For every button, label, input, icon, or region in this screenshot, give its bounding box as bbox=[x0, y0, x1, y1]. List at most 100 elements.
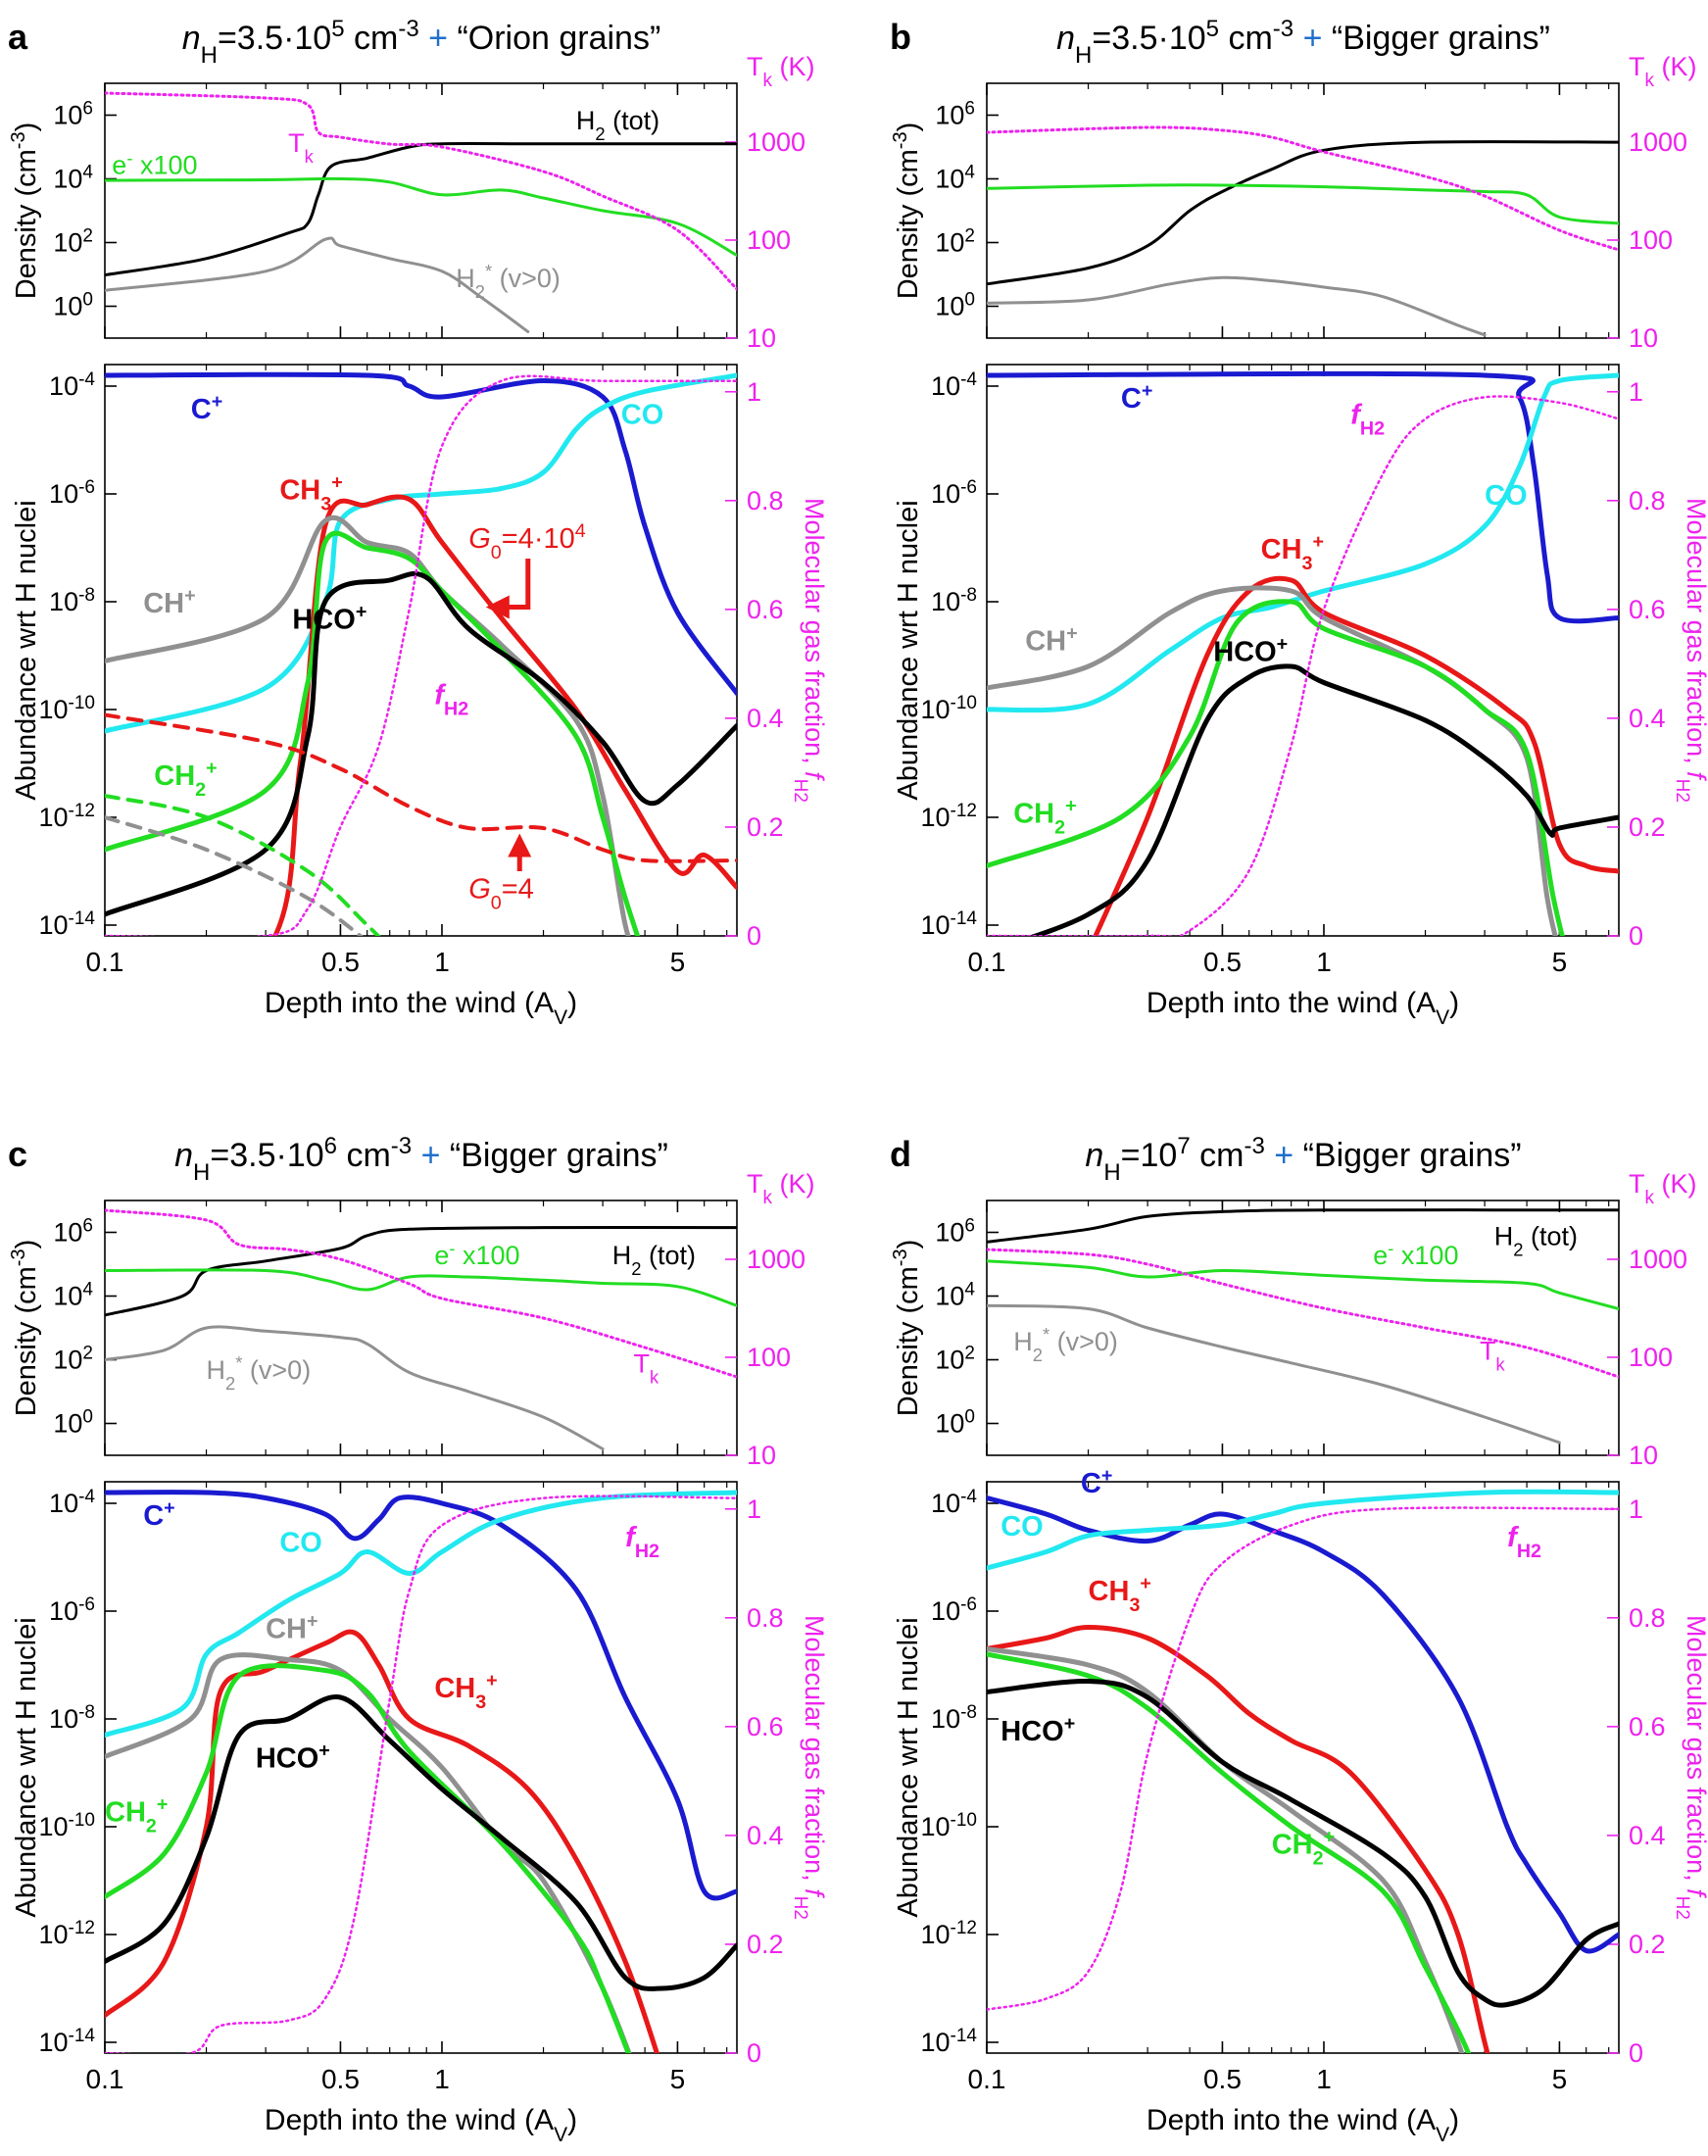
tk-axis-label-right_top_label: T bbox=[1629, 1169, 1645, 1199]
series-label-sup: + bbox=[157, 1794, 169, 1816]
tk-axis-label: Tk (K) bbox=[747, 52, 815, 91]
panel-letter-d: d bbox=[890, 1134, 911, 1174]
series-label: e- x100 bbox=[434, 1238, 519, 1271]
series-label-sub: 2 bbox=[195, 779, 206, 801]
series-label-tail: (tot) bbox=[1523, 1222, 1578, 1251]
panel-title-pre_sub: H bbox=[193, 1159, 210, 1186]
series-label: CH3+ bbox=[1089, 1573, 1151, 1616]
tk-axis-label-right_top_label_sub: k bbox=[1645, 1188, 1655, 1208]
series-label-sup: + bbox=[318, 1740, 330, 1762]
density-tick-label: 106 bbox=[53, 98, 93, 130]
density-tick-base: 10 bbox=[53, 101, 82, 130]
panel-c: c nH=3.5·106 cm-3 + “Bigger grains”0.1 0.5… bbox=[8, 1133, 829, 2146]
fh2-tick-label: 0.6 bbox=[1629, 595, 1666, 624]
abundance-tick-label: 10-6 bbox=[49, 1594, 95, 1627]
series-label: G0=4 bbox=[468, 874, 534, 914]
density-tick-base: 10 bbox=[935, 1218, 964, 1248]
series-label-sub: k bbox=[305, 145, 315, 166]
series-label: HCO+ bbox=[256, 1740, 330, 1775]
series-label: CH2+ bbox=[1272, 1827, 1335, 1870]
series-line-Cplus bbox=[105, 371, 737, 696]
panel-title-unit_sup: -3 bbox=[398, 16, 418, 42]
x-axis-label-x_label_sub: V bbox=[554, 1006, 567, 1029]
series-label: CO bbox=[621, 400, 664, 431]
density-tick-exp: 2 bbox=[82, 1343, 93, 1363]
panel-title-plus: + bbox=[419, 20, 458, 57]
panel-title-unit: cm bbox=[337, 1137, 391, 1174]
series-line-HCOplus bbox=[105, 570, 737, 917]
fh2-tick-label: 0.8 bbox=[747, 1603, 784, 1633]
series-label-text: T bbox=[633, 1349, 650, 1379]
tk-axis-label-right_top_label: T bbox=[747, 1169, 763, 1199]
abundance-tick-label: 10-12 bbox=[38, 801, 95, 833]
bottom-series-group bbox=[105, 1490, 737, 2053]
density-tick-base: 10 bbox=[53, 292, 82, 321]
density-tick-label: 102 bbox=[53, 225, 93, 258]
x-axis-label-x_label: Depth into the wind (A bbox=[1147, 2104, 1436, 2136]
panel-title-unit: cm bbox=[1219, 20, 1273, 57]
density-axis-label-top_ylabel: Density (cm bbox=[893, 149, 924, 299]
fh2-tick-label: 0.2 bbox=[747, 1930, 784, 1959]
series-label-sub: 2 bbox=[631, 1258, 641, 1279]
series-label-sub: 3 bbox=[1302, 553, 1313, 574]
panel-title-unit_sup: -3 bbox=[1273, 16, 1293, 42]
series-label: HCO+ bbox=[1000, 1713, 1075, 1747]
series-label: C+ bbox=[191, 391, 222, 425]
tk-axis-label-right_top_label_end: (K) bbox=[1654, 52, 1697, 81]
abundance-tick-label: 10-4 bbox=[49, 1487, 95, 1519]
series-line-CH3plus bbox=[105, 1629, 659, 2053]
series-label: CO bbox=[279, 1528, 322, 1559]
series-label: fH2 bbox=[1507, 1522, 1541, 1562]
panel-title-b: nH=3.5·105 cm-3 + “Bigger grains” bbox=[1056, 16, 1550, 69]
tk-tick-label: 100 bbox=[747, 225, 791, 255]
series-label-sup: + bbox=[1277, 634, 1289, 656]
series-line-CO bbox=[987, 372, 1619, 713]
abundance-tick-exp: -12 bbox=[69, 801, 95, 821]
series-label-sub: 2 bbox=[225, 1373, 235, 1394]
fh2-axis-label-right_bot_label_f: f bbox=[1682, 771, 1708, 781]
abundance-tick-label: 10-12 bbox=[920, 801, 977, 833]
series-label-sub: 0 bbox=[491, 542, 502, 564]
panel-title-unit_sup: -3 bbox=[1244, 1133, 1265, 1159]
density-tick-exp: 6 bbox=[82, 1215, 93, 1236]
density-tick-base: 10 bbox=[53, 228, 82, 258]
series-label-text: HCO bbox=[1213, 637, 1276, 668]
series-label-text: G bbox=[468, 874, 491, 906]
series-label-tail: (v>0) bbox=[492, 264, 561, 293]
density-tick-label: 100 bbox=[935, 289, 975, 321]
x-axis-label-x_label: Depth into the wind (A bbox=[265, 2104, 554, 2136]
fh2-tick-label: 0.4 bbox=[1629, 1821, 1666, 1850]
abundance-tick-exp: -10 bbox=[951, 693, 977, 713]
series-label-sub: 2 bbox=[146, 1816, 157, 1838]
series-label-sup: + bbox=[307, 1611, 318, 1633]
abundance-tick-base: 10 bbox=[920, 695, 950, 724]
series-line-CH3plus bbox=[271, 494, 737, 936]
series-label-text: CH bbox=[105, 1797, 146, 1829]
density-tick-base: 10 bbox=[935, 1409, 964, 1439]
fh2-axis-label-right_bot_label_sub: H2 bbox=[1673, 779, 1693, 803]
abundance-tick-label: 10-4 bbox=[931, 369, 977, 402]
abundance-tick-exp: -12 bbox=[69, 1918, 95, 1938]
density-axis-label: Density (cm-3) bbox=[8, 122, 42, 300]
panel-title-tail: “Orion grains” bbox=[457, 20, 660, 57]
x-tick-label: 5 bbox=[670, 2064, 686, 2094]
series-label-text: HCO bbox=[1000, 1716, 1063, 1747]
series-line-CH2plus bbox=[987, 599, 1565, 936]
bottom-plot-frame bbox=[104, 364, 738, 937]
abundance-tick-base: 10 bbox=[920, 910, 950, 940]
series-label-sup: * bbox=[235, 1352, 242, 1373]
density-axis-label: Density (cm-3) bbox=[8, 1240, 42, 1417]
abundance-tick-exp: -14 bbox=[951, 908, 978, 929]
series-label: Tk bbox=[288, 128, 315, 167]
abundance-tick-base: 10 bbox=[49, 1489, 78, 1518]
series-label-sup: - bbox=[1388, 1238, 1393, 1258]
series-line-Cplus bbox=[105, 1490, 737, 1901]
tk-tick-label: 10 bbox=[747, 323, 776, 353]
x-tick-label: 1 bbox=[1316, 2064, 1332, 2094]
series-label-tail: =4 bbox=[502, 874, 534, 906]
fh2-tick-label: 0.8 bbox=[747, 486, 784, 515]
series-line-CHplus bbox=[987, 585, 1558, 936]
tk-tick-label: 100 bbox=[747, 1343, 791, 1372]
series-line-H2tot bbox=[987, 1208, 1619, 1244]
abundance-tick-exp: -10 bbox=[69, 693, 95, 713]
